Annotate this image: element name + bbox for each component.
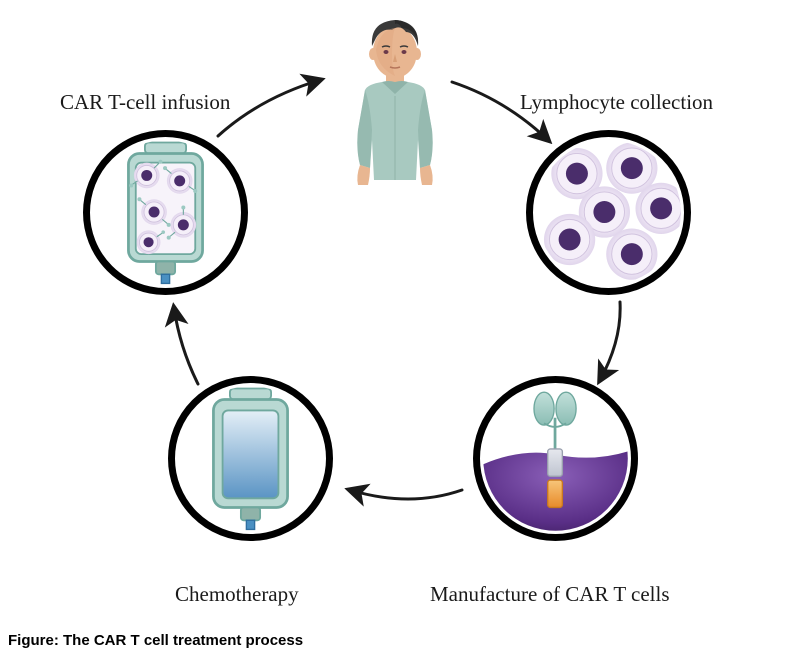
label-manufacture: Manufacture of CAR T cells: [430, 582, 670, 607]
label-infusion: CAR T-cell infusion: [60, 90, 230, 115]
lymphocyte-cells-icon: [533, 137, 684, 288]
node-chemotherapy: [168, 376, 333, 541]
figure-caption: Figure: The CAR T cell treatment process: [8, 632, 303, 649]
diagram-stage: CAR T-cell infusion Lymphocyte collectio…: [0, 0, 789, 655]
label-lymphocyte: Lymphocyte collection: [520, 90, 713, 115]
infusion-bag-icon: [90, 137, 241, 288]
node-patient: [320, 10, 470, 185]
node-infusion: [83, 130, 248, 295]
node-lymphocyte-collection: [526, 130, 691, 295]
node-manufacture: [473, 376, 638, 541]
label-chemotherapy: Chemotherapy: [175, 582, 299, 607]
car-receptor-icon: [480, 383, 631, 534]
iv-bag-icon: [175, 383, 326, 534]
patient-icon: [320, 10, 470, 185]
